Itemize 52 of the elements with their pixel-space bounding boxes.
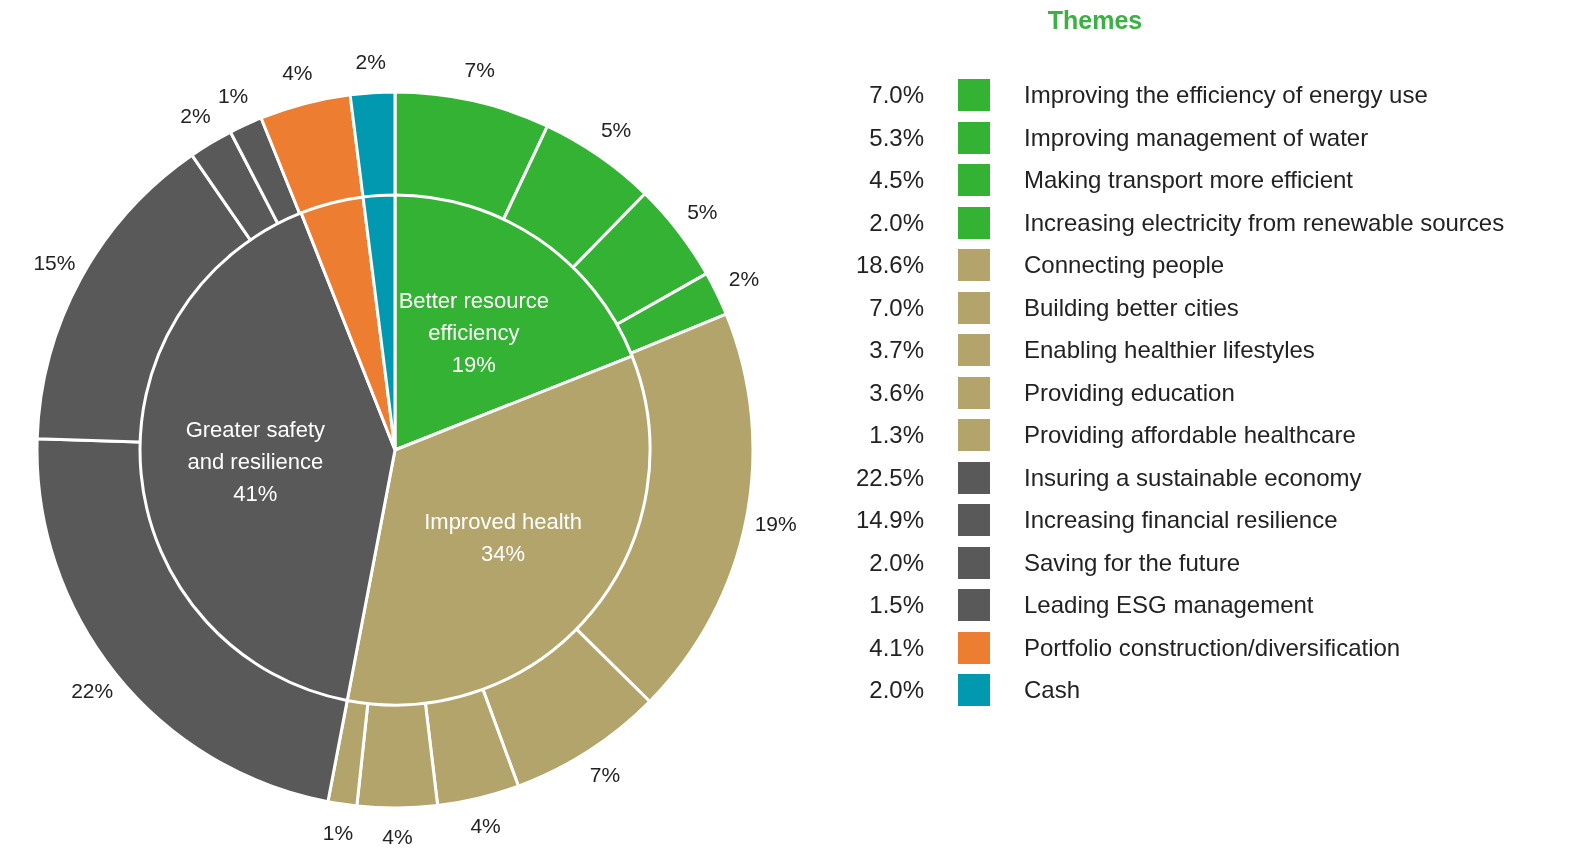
text: 2.0%	[868, 208, 924, 237]
legend-label: Providing education	[1024, 378, 1235, 407]
text: 4.5%	[868, 166, 924, 194]
legend-title: Themes	[1046, 6, 1144, 35]
legend-label: Building better cities	[1024, 293, 1239, 322]
data-label: 34%	[481, 541, 526, 567]
data-label: 22%	[71, 679, 114, 703]
slice-label: Better resource efficiency	[398, 288, 550, 346]
data-label: 1%	[322, 820, 354, 844]
slice-label: Greater safety and resilience	[185, 417, 326, 475]
legend-label: Cash	[1024, 676, 1081, 704]
legend-label: Providing affordable healthcare	[1024, 421, 1356, 449]
text: 2.0%	[868, 676, 924, 704]
legend-label: Improving the efficiency of energy use	[1024, 81, 1428, 109]
data-label: 2%	[355, 49, 386, 73]
text: 4.1%	[868, 633, 924, 662]
legend-label: Enabling healthier lifestyles	[1024, 336, 1315, 364]
legend-label: Making transport more efficient	[1024, 166, 1354, 194]
legend-label: Insuring a sustainable economy	[1024, 463, 1362, 492]
data-label: 1%	[217, 84, 249, 108]
data-label: 41%	[233, 481, 278, 507]
data-label: 15%	[33, 250, 76, 274]
data-label: 5%	[600, 117, 632, 141]
legend-label: Saving for the future	[1024, 548, 1241, 577]
data-label: 2%	[728, 267, 760, 291]
legend-label: Leading ESG management	[1024, 591, 1314, 619]
text: 3.7%	[868, 336, 924, 364]
text: 18.6%	[854, 251, 924, 279]
text: 22.5%	[854, 463, 924, 492]
data-label: 4%	[282, 61, 313, 85]
slice-label: Improved health	[424, 509, 582, 535]
data-label: 4%	[382, 824, 413, 848]
text: 14.9%	[854, 506, 924, 534]
text: 7.0%	[868, 293, 924, 322]
legend-label: Portfolio construction/diversification	[1024, 633, 1401, 662]
data-label: 19%	[451, 352, 496, 378]
data-label: 19%	[754, 511, 797, 535]
text: 5.3%	[868, 123, 924, 152]
data-label: 7%	[464, 58, 495, 82]
data-label: 5%	[687, 199, 718, 223]
legend-label: Increasing financial resilience	[1024, 506, 1338, 534]
legend-label: Increasing electricity from renewable sources	[1024, 208, 1505, 237]
data-label: 2%	[180, 104, 211, 128]
legend-label: Connecting people	[1024, 251, 1225, 279]
text: 2.0%	[868, 548, 924, 577]
text: 3.6%	[868, 378, 924, 407]
text: 1.3%	[868, 421, 924, 449]
text: 1.5%	[868, 591, 924, 619]
legend-label: Improving management of water	[1024, 123, 1369, 152]
data-label: 4%	[470, 814, 501, 838]
text: 7.0%	[868, 81, 924, 109]
data-label: 7%	[589, 763, 621, 787]
